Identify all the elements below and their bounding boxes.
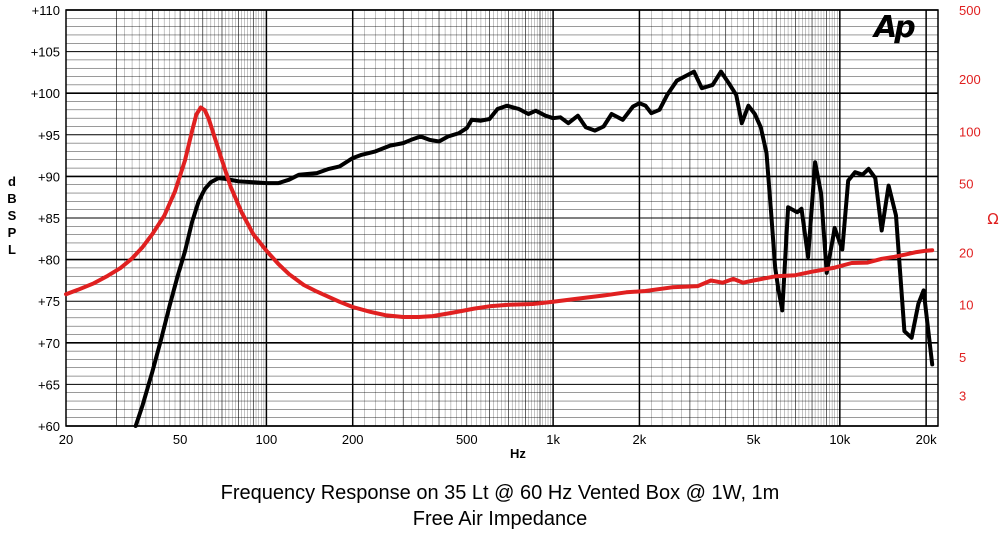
y-tick-label: +60 bbox=[38, 419, 60, 434]
y-axis-label-letter: P bbox=[8, 225, 17, 240]
y2-tick-label: 50 bbox=[959, 176, 973, 191]
x-axis-ticks: 20 50 100 200 500 1k 2k 5k 10k 20k bbox=[59, 432, 937, 447]
y2-tick-label: 100 bbox=[959, 124, 981, 139]
series-layer bbox=[64, 69, 935, 428]
y-axis-label-letter: S bbox=[8, 208, 17, 223]
y-tick-label: +75 bbox=[38, 294, 60, 309]
spl-curve bbox=[133, 69, 935, 428]
y-axis-label-letter: L bbox=[8, 242, 16, 257]
y-axis-label-letter: B bbox=[7, 191, 16, 206]
y-tick-label: +105 bbox=[31, 45, 60, 60]
y-tick-label: +80 bbox=[38, 253, 60, 268]
y-tick-label: +90 bbox=[38, 169, 60, 184]
y-tick-label: +100 bbox=[31, 86, 60, 101]
left-axis-ticks: +110 +105 +100 +95 +90 +85 +80 +75 +70 +65 +60 bbox=[31, 3, 60, 434]
x-tick-label: 20 bbox=[59, 432, 73, 447]
x-tick-label: 100 bbox=[256, 432, 278, 447]
right-axis-ticks: 500 200 100 50 20 10 5 3 bbox=[959, 3, 981, 403]
caption-line-2: Free Air Impedance bbox=[412, 508, 588, 530]
ap-logo: Ap bbox=[874, 10, 916, 45]
y2-tick-label: 3 bbox=[959, 388, 966, 403]
frequency-response-chart: +110 +105 +100 +95 +90 +85 +80 +75 +70 +65 +60 500… bbox=[7, 3, 998, 461]
impedance-curve bbox=[64, 105, 935, 319]
major-grid bbox=[66, 9, 938, 427]
y2-tick-label: 10 bbox=[959, 298, 973, 313]
y2-tick-label: 200 bbox=[959, 72, 981, 87]
x-tick-label: 5k bbox=[747, 432, 761, 447]
x-tick-label: 200 bbox=[342, 432, 364, 447]
caption-line-1: Frequency Response on 35 Lt @ 60 Hz Vent… bbox=[220, 482, 780, 504]
x-tick-label: 10k bbox=[829, 432, 850, 447]
x-tick-label: 20k bbox=[916, 432, 937, 447]
y2-tick-label: 20 bbox=[959, 246, 973, 261]
y-tick-label: +70 bbox=[38, 336, 60, 351]
y2-axis-label: Ω bbox=[987, 210, 998, 228]
y-tick-label: +65 bbox=[38, 377, 60, 392]
x-tick-label: 500 bbox=[456, 432, 478, 447]
y-tick-label: +85 bbox=[38, 211, 60, 226]
x-tick-label: 2k bbox=[633, 432, 647, 447]
y2-tick-label: 500 bbox=[959, 3, 981, 18]
y-axis-label-letter: d bbox=[8, 174, 16, 189]
y2-tick-label: 5 bbox=[959, 350, 966, 365]
x-tick-label: 1k bbox=[546, 432, 560, 447]
y-tick-label: +110 bbox=[32, 3, 60, 18]
y-tick-label: +95 bbox=[38, 128, 60, 143]
x-axis-label: Hz bbox=[510, 446, 526, 461]
plot-frame bbox=[65, 9, 939, 427]
x-tick-label: 50 bbox=[173, 432, 187, 447]
